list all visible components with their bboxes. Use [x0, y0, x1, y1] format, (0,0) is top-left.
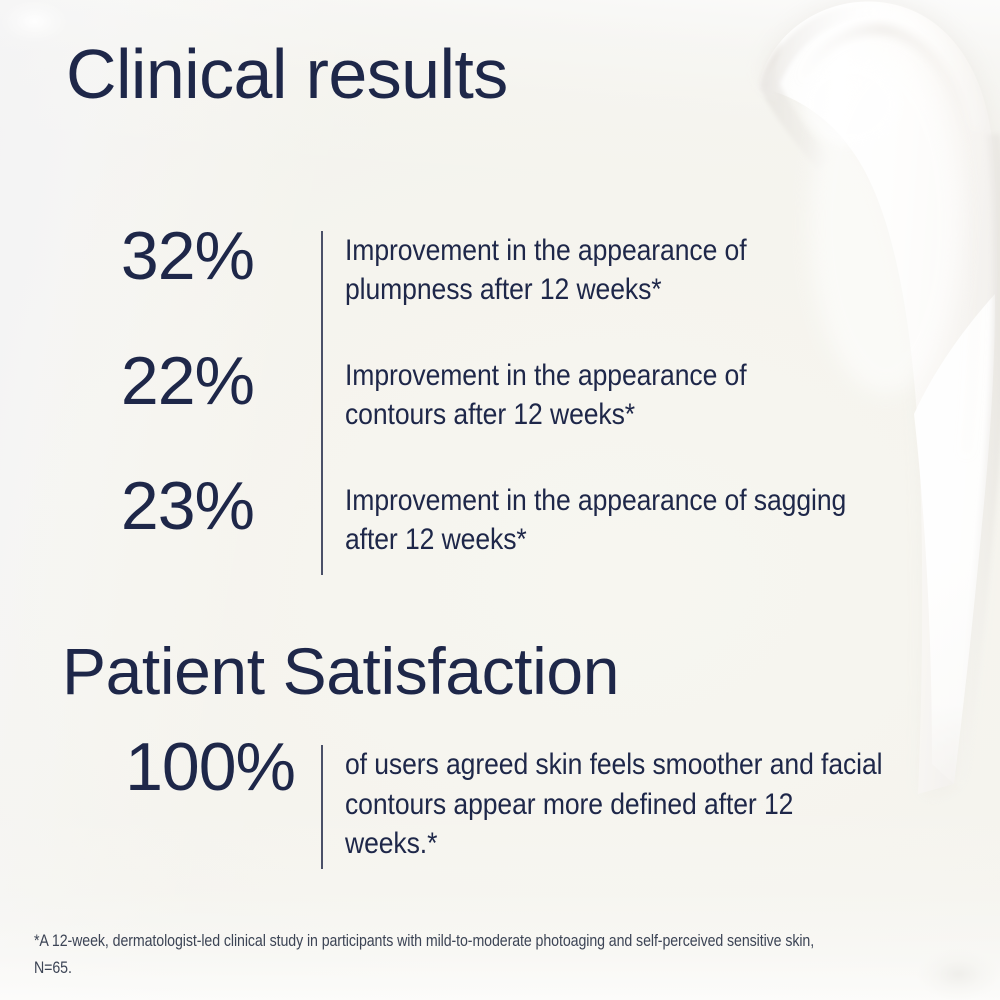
stat-value: 100% — [125, 729, 296, 805]
stat-value: 32% — [120, 218, 255, 294]
stat-row: 23% Improvement in the appearance of sag… — [0, 472, 1000, 596]
page-title: Clinical results — [66, 35, 508, 113]
stat-value: 23% — [120, 468, 255, 544]
stat-row: 22% Improvement in the appearance of con… — [0, 347, 1000, 471]
stat-description: Improvement in the appearance of contour… — [345, 359, 747, 432]
stat-description: Improvement in the appearance of sagging… — [345, 484, 847, 557]
stat-description: Improvement in the appearance of plumpne… — [345, 234, 747, 307]
background-corner-glow — [0, 0, 430, 360]
stats-divider-line — [321, 745, 323, 869]
footnote-text: *A 12-week, dermatologist-led clinical s… — [34, 932, 815, 977]
stats-divider-line — [321, 231, 323, 575]
stat-value: 22% — [120, 343, 255, 419]
stat-row: 32% Improvement in the appearance of plu… — [0, 222, 1000, 346]
stat-description: of users agreed skin feels smoother and … — [345, 748, 883, 861]
satisfaction-title: Patient Satisfaction — [62, 634, 619, 708]
